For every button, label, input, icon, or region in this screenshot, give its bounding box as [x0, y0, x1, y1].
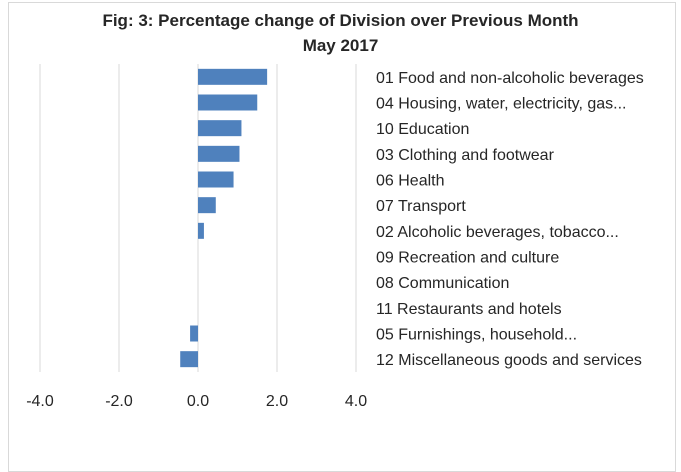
- category-label: 04 Housing, water, electricity, gas...: [376, 96, 626, 113]
- x-tick-label: -4.0: [26, 393, 54, 410]
- x-tick-label: 2.0: [266, 393, 288, 410]
- category-label: 09 Recreation and culture: [376, 250, 559, 267]
- bar: [198, 120, 242, 137]
- category-label: 07 Transport: [376, 198, 466, 215]
- category-label: 05 Furnishings, household...: [376, 327, 577, 344]
- category-label: 10 Education: [376, 121, 469, 138]
- x-tick-label: 4.0: [345, 393, 367, 410]
- bar: [198, 145, 240, 162]
- bar: [198, 171, 234, 188]
- x-tick-label: -2.0: [105, 393, 133, 410]
- category-label: 06 Health: [376, 173, 445, 190]
- category-label: 02 Alcoholic beverages, tobacco...: [376, 224, 619, 241]
- bar: [190, 325, 198, 342]
- category-label: 12 Miscellaneous goods and services: [376, 352, 642, 369]
- category-label: 08 Communication: [376, 275, 509, 292]
- category-label: 03 Clothing and footwear: [376, 147, 555, 164]
- bar: [198, 197, 216, 214]
- category-label: 11 Restaurants and hotels: [376, 301, 562, 318]
- chart-title: Fig: 3: Percentage change of Division ov…: [102, 11, 579, 30]
- bar: [198, 222, 204, 239]
- bar: [198, 68, 268, 85]
- bar: [180, 351, 198, 368]
- x-tick-label: 0.0: [187, 393, 209, 410]
- chart-subtitle: May 2017: [302, 36, 379, 55]
- category-label: 01 Food and non-alcoholic beverages: [376, 70, 644, 87]
- bar: [198, 94, 258, 111]
